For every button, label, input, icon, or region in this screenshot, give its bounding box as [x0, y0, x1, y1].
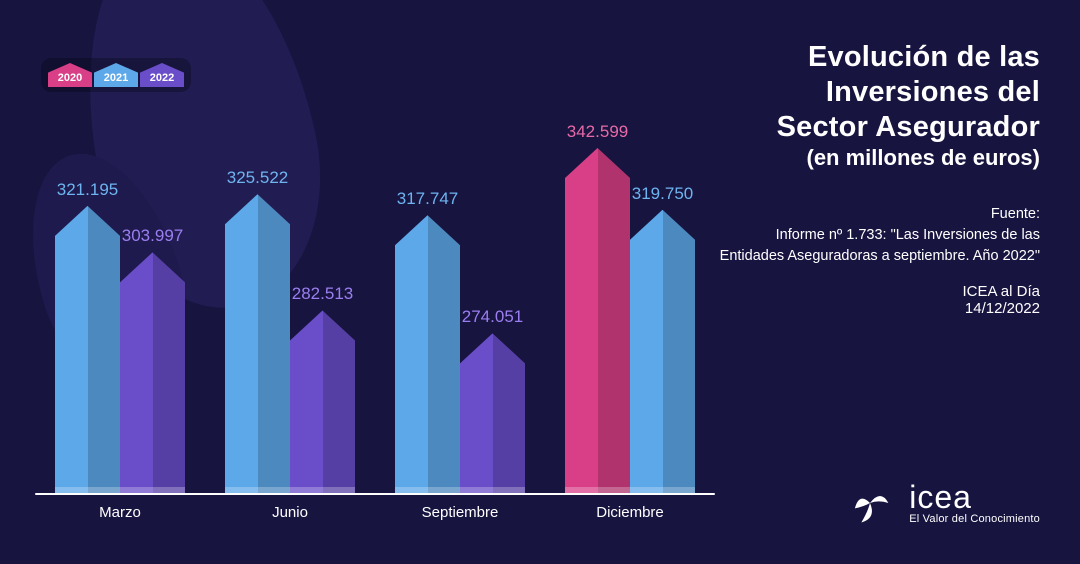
brand-name: ICEA al Día: [710, 283, 1040, 300]
category-label: Junio: [210, 504, 370, 521]
bar-chart: 321.195303.997Marzo325.522282.513Junio31…: [35, 130, 715, 530]
category-label: Septiembre: [380, 504, 540, 521]
legend-item-2021: 2021: [94, 63, 138, 87]
bar-value-label: 325.522: [227, 168, 288, 194]
infographic-title: Evolución de las Inversiones del Sector …: [710, 40, 1040, 144]
category-label: Marzo: [40, 504, 200, 521]
bar-fill: [120, 252, 185, 493]
chart-bar-groups: 321.195303.997Marzo325.522282.513Junio31…: [35, 130, 715, 493]
logo-name: icea: [909, 481, 1040, 513]
info-panel: Evolución de las Inversiones del Sector …: [710, 40, 1040, 317]
icea-logo: icea El Valor del Conocimiento: [843, 476, 1040, 530]
source-text: Informe nº 1.733: "Las Inversiones de la…: [710, 225, 1040, 267]
source-label: Fuente:: [710, 204, 1040, 225]
infographic-canvas: 202020212022 321.195303.997Marzo325.5222…: [0, 0, 1080, 564]
bar: 319.750: [630, 210, 695, 493]
bar-group: 342.599319.750Diciembre: [550, 148, 710, 493]
legend-item-2022: 2022: [140, 63, 184, 87]
bar-fill: [630, 210, 695, 493]
logo-tagline: El Valor del Conocimiento: [909, 513, 1040, 525]
bar: 342.599: [565, 148, 630, 493]
bar-group: 321.195303.997Marzo: [40, 206, 200, 493]
bar-fill: [290, 310, 355, 493]
bar-value-label: 321.195: [57, 180, 118, 206]
bar-fill: [55, 206, 120, 493]
bar: 321.195: [55, 206, 120, 493]
bar-fill: [460, 333, 525, 493]
bar-value-label: 342.599: [567, 122, 628, 148]
bar-value-label: 319.750: [632, 184, 693, 210]
bar: 274.051: [460, 333, 525, 493]
bar: 282.513: [290, 310, 355, 493]
source-block: Fuente: Informe nº 1.733: "Las Inversion…: [710, 204, 1040, 267]
category-label: Diciembre: [550, 504, 710, 521]
bar-value-label: 303.997: [122, 226, 183, 252]
chart-baseline: [35, 493, 715, 495]
bar-fill: [565, 148, 630, 493]
bar: 317.747: [395, 215, 460, 493]
bar-value-label: 274.051: [462, 307, 523, 333]
logo-mark-icon: [843, 476, 897, 530]
infographic-subtitle: (en millones de euros): [710, 144, 1040, 172]
bar-fill: [225, 194, 290, 493]
publish-date: 14/12/2022: [710, 300, 1040, 317]
bar: 303.997: [120, 252, 185, 493]
bar-group: 317.747274.051Septiembre: [380, 215, 540, 493]
bar-fill: [395, 215, 460, 493]
bar: 325.522: [225, 194, 290, 493]
bar-value-label: 282.513: [292, 284, 353, 310]
logo-text: icea El Valor del Conocimiento: [909, 481, 1040, 525]
bar-group: 325.522282.513Junio: [210, 194, 370, 493]
bar-value-label: 317.747: [397, 189, 458, 215]
chart-legend: 202020212022: [41, 58, 191, 92]
legend-item-2020: 2020: [48, 63, 92, 87]
